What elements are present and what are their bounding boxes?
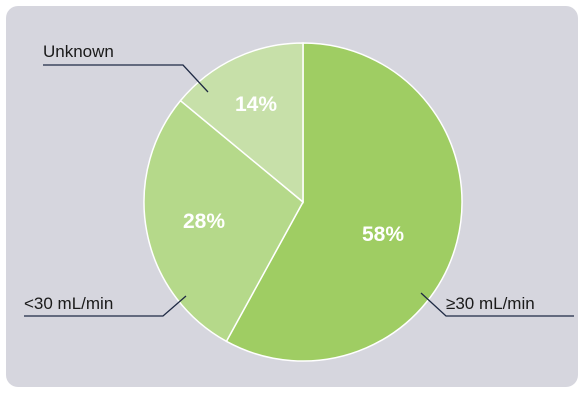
- leader-line-2: [43, 64, 209, 93]
- leader-line-0: [420, 292, 574, 317]
- slice-value-label-1: 28%: [183, 210, 225, 233]
- pie-slice-1: [143, 99, 304, 343]
- leader-line-1: [24, 295, 187, 317]
- slice-label-1: <30 mL/min: [24, 294, 113, 313]
- pie-slice-0: [225, 42, 463, 362]
- slice-label-2: Unknown: [43, 42, 114, 61]
- slice-label-0: ≥30 mL/min: [446, 294, 535, 313]
- callout-labels: ≥30 mL/min <30 mL/min Unknown: [24, 42, 574, 317]
- pie-slice-2: [179, 42, 304, 204]
- percent-labels: 58% 28% 14%: [183, 93, 404, 246]
- slice-value-label-2: 14%: [235, 93, 277, 116]
- slice-value-label-0: 58%: [362, 223, 404, 246]
- pie-slices: [143, 42, 463, 362]
